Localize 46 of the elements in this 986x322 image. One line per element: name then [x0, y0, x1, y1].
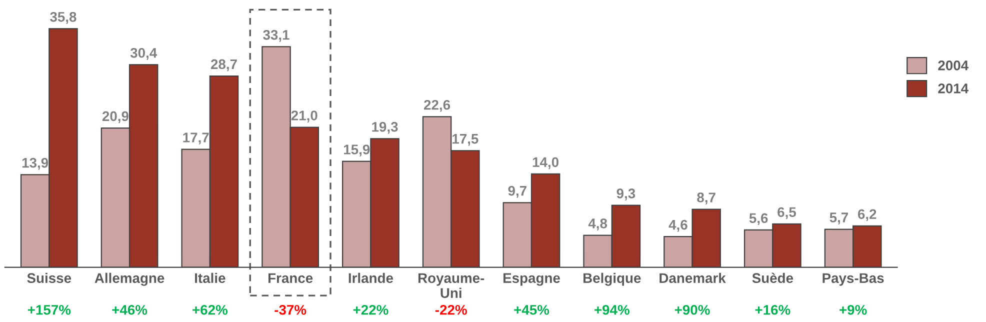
data-label: 14,0 — [532, 157, 558, 170]
x-tick-label: Suède — [752, 272, 794, 284]
data-label: 9,3 — [616, 188, 636, 200]
text: +22% — [353, 304, 388, 315]
data-label: 30,4 — [130, 48, 158, 60]
data-label: 17,7 — [183, 132, 209, 144]
text: -22% — [435, 304, 467, 315]
data-label: 21,0 — [291, 110, 318, 122]
x-tick-label: Royaume- Uni — [418, 273, 484, 298]
text: +46% — [112, 304, 148, 315]
data-label: 17,5 — [452, 134, 478, 146]
data-label: 33,1 — [263, 30, 290, 42]
data-label: 4,8 — [588, 218, 608, 230]
data-label: 9,7 — [508, 186, 526, 198]
legend-label: 2014 — [938, 84, 968, 94]
text: +62% — [192, 304, 228, 315]
data-label: 19,3 — [372, 122, 398, 134]
x-tick-label: Italie — [195, 272, 226, 284]
data-label: 8,7 — [697, 192, 716, 204]
data-label: 22,6 — [424, 100, 450, 112]
text: +90% — [674, 304, 710, 315]
text: +45% — [514, 304, 550, 315]
data-label: 6,5 — [778, 207, 796, 220]
x-tick-label: Belgique — [583, 272, 641, 286]
x-tick-label: Espagne — [503, 273, 560, 286]
data-label: 15,9 — [344, 144, 370, 156]
text: +94% — [594, 304, 630, 315]
data-label: 35,8 — [50, 12, 76, 24]
x-tick-label: France — [268, 273, 313, 284]
text: -37% — [274, 304, 306, 315]
x-tick-label: Irlande — [348, 272, 393, 284]
data-label: 13,9 — [22, 158, 48, 170]
data-label: 6,2 — [858, 209, 876, 222]
data-label: 4,6 — [668, 220, 688, 232]
text: +16% — [755, 304, 790, 315]
data-label: 5,6 — [749, 213, 768, 226]
x-tick-label: Allemagne — [94, 272, 164, 286]
legend-label: 2004 — [938, 60, 968, 70]
data-label: 5,7 — [830, 212, 848, 224]
text: +157% — [28, 304, 71, 315]
data-label: 28,7 — [210, 59, 237, 72]
x-tick-label: Pays-Bas — [822, 273, 884, 286]
x-tick-label: Suisse — [27, 272, 72, 284]
x-tick-label: Danemark — [660, 272, 726, 284]
data-label: 20,9 — [102, 111, 128, 124]
text: +9% — [840, 304, 867, 315]
